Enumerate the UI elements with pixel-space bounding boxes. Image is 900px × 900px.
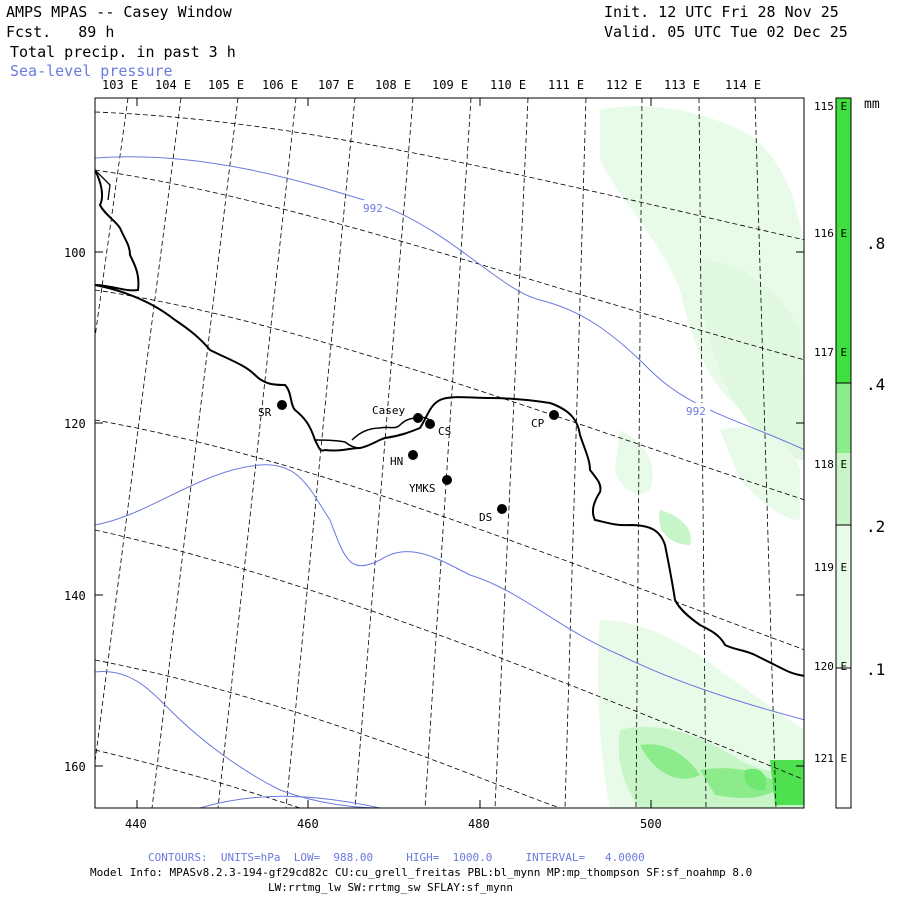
station-cs-marker — [425, 419, 435, 429]
svg-text:105 E: 105 E — [208, 78, 244, 92]
colorbar-bin — [836, 453, 851, 525]
svg-text:113 E: 113 E — [664, 78, 700, 92]
colorbar-units: mm — [864, 97, 880, 112]
colorbar-label: .2 — [866, 517, 885, 536]
svg-text:107 E: 107 E — [318, 78, 354, 92]
station-label: Casey — [372, 404, 405, 417]
colorbar — [835, 97, 852, 809]
svg-text:104 E: 104 E — [155, 78, 191, 92]
map-title: AMPS MPAS -- Casey Window — [6, 3, 232, 21]
model-info: Model Info: MPASv8.2.3-194-gf29cd82c CU:… — [90, 866, 753, 879]
station-label: YMKS — [409, 482, 436, 495]
svg-text:440: 440 — [125, 817, 147, 831]
station-ymks-marker — [442, 475, 452, 485]
x-tick-labels: 440 460 480 500 — [125, 817, 662, 831]
svg-text:121 E: 121 E — [814, 752, 847, 765]
field-name: Total precip. in past 3 h — [10, 43, 236, 61]
colorbar-bin — [836, 383, 851, 453]
svg-text:480: 480 — [468, 817, 490, 831]
svg-text:112 E: 112 E — [606, 78, 642, 92]
colorbar-label: .1 — [866, 660, 885, 679]
parallel-lines — [95, 111, 804, 808]
station-hn-marker — [408, 450, 418, 460]
contour-info: CONTOURS: UNITS=hPa LOW= 988.00 HIGH= 10… — [148, 851, 645, 864]
stations — [277, 400, 559, 514]
colorbar-bin — [836, 98, 851, 383]
forecast-hour: Fcst. 89 h — [6, 23, 115, 41]
svg-text:119 E: 119 E — [814, 561, 847, 574]
model-info-2: LW:rrtmg_lw SW:rrtmg_sw SFLAY:sf_mynn — [268, 881, 514, 894]
colorbar-label: .4 — [866, 375, 885, 394]
isobar-label: 992 — [363, 202, 383, 215]
isobar-label: 992 — [686, 405, 706, 418]
station-ds-marker — [497, 504, 507, 514]
precip-shading — [598, 106, 804, 808]
valid-time: Valid. 05 UTC Tue 02 Dec 25 — [604, 23, 848, 41]
svg-text:160: 160 — [64, 760, 86, 774]
station-casey-marker — [413, 413, 423, 423]
init-time: Init. 12 UTC Fri 28 Nov 25 — [604, 3, 839, 21]
station-label: CP — [531, 417, 545, 430]
colorbar-label: .8 — [866, 234, 885, 253]
svg-text:116 E: 116 E — [814, 227, 847, 240]
svg-text:114 E: 114 E — [725, 78, 761, 92]
isobars — [95, 156, 804, 808]
svg-text:103 E: 103 E — [102, 78, 138, 92]
x-ticks — [136, 98, 652, 808]
map-frame — [94, 97, 805, 809]
station-label: CS — [438, 425, 451, 438]
casey-peninsula — [351, 416, 431, 441]
top-lon-labels: 103 E 104 E 105 E 106 E 107 E 108 E 109 … — [102, 78, 761, 92]
svg-text:117 E: 117 E — [814, 346, 847, 359]
meridian-lines — [95, 98, 777, 808]
svg-text:460: 460 — [297, 817, 319, 831]
svg-text:120: 120 — [64, 417, 86, 431]
station-sr-marker — [277, 400, 287, 410]
station-label: SR — [258, 406, 272, 419]
y-tick-labels: 100 120 140 160 — [64, 246, 86, 774]
colorbar-bin — [836, 525, 851, 668]
y-ticks — [95, 251, 804, 767]
svg-text:111 E: 111 E — [548, 78, 584, 92]
coastline — [95, 169, 804, 677]
svg-text:108 E: 108 E — [375, 78, 411, 92]
station-labels: SR Casey CS CP HN YMKS DS — [258, 404, 545, 524]
svg-text:140: 140 — [64, 589, 86, 603]
station-cp-marker — [549, 410, 559, 420]
svg-text:115 E: 115 E — [814, 100, 847, 113]
station-label: HN — [390, 455, 403, 468]
svg-text:118 E: 118 E — [814, 458, 847, 471]
svg-text:500: 500 — [640, 817, 662, 831]
svg-text:106 E: 106 E — [262, 78, 298, 92]
overlay-name: Sea-level pressure — [10, 62, 173, 80]
svg-text:109 E: 109 E — [432, 78, 468, 92]
svg-text:100: 100 — [64, 246, 86, 260]
station-label: DS — [479, 511, 492, 524]
svg-text:110 E: 110 E — [490, 78, 526, 92]
svg-text:120 E: 120 E — [814, 660, 847, 673]
colorbar-bin — [836, 668, 851, 808]
right-lon-labels: 115 E 116 E 117 E 118 E 119 E 120 E 121 … — [814, 100, 847, 765]
